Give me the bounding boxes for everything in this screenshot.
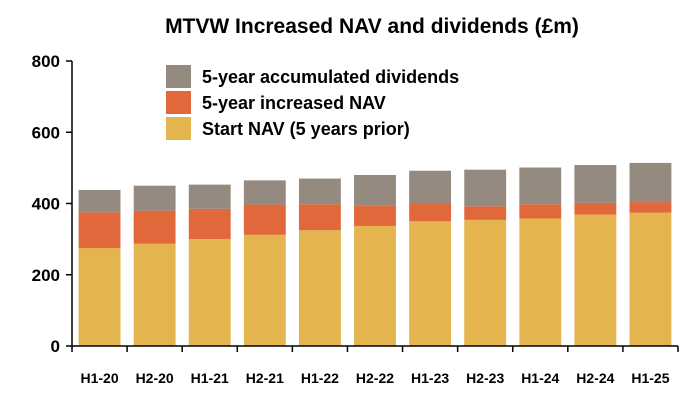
bar-segment-h2-24-series-2 [574,165,617,203]
x-tick-label: H1-24 [521,370,559,386]
bar-segment-h1-25-series-1 [629,202,672,213]
axes-group: 0 200 400 600 800 H1-20 H2-20 H1-21 H2-21 H1-22 H2… [32,52,679,386]
bar-segment-h2-20-series-2 [133,185,176,211]
bar-segment-h1-22-series-1 [298,204,341,231]
bar-segment-h1-22-series-0 [298,230,341,346]
x-tick-label: H1-23 [411,370,449,386]
x-tick-label: H1-21 [191,370,229,386]
bar-segment-h1-20-series-0 [78,248,121,346]
bar-segment-h1-21-series-1 [188,208,231,240]
bar-segment-h2-23-series-2 [464,169,507,207]
bar-segment-h2-20-series-0 [133,243,176,346]
bar-segment-h1-24-series-0 [519,218,562,346]
bar-segment-h1-25-series-2 [629,162,672,203]
bar-segment-h1-21-series-0 [188,239,231,347]
bar-segment-h2-23-series-1 [464,206,507,220]
bar-segment-h2-22-series-2 [354,175,396,206]
bar-segment-h1-23-series-0 [409,221,452,346]
bars-group [78,162,672,347]
bar-segment-h2-23-series-0 [464,219,507,346]
x-tick-label: H2-23 [466,370,504,386]
bar-segment-h1-21-series-2 [188,184,231,209]
bar-segment-h2-22-series-0 [354,225,396,346]
bar-segment-h2-20-series-1 [133,210,176,244]
y-tick-label: 800 [32,52,60,71]
bar-segment-h1-23-series-2 [409,170,452,204]
bar-segment-h1-22-series-2 [298,178,341,205]
bar-segment-h1-25-series-0 [629,212,672,346]
x-tick-label: H1-25 [631,370,669,386]
y-tick-label: 0 [51,337,60,356]
bar-segment-h1-20-series-1 [78,212,121,249]
legend-swatch [166,117,191,140]
x-tick-label: H2-21 [246,370,284,386]
bar-segment-h1-24-series-2 [519,167,562,205]
bar-segment-h1-24-series-1 [519,204,562,219]
x-tick-label: H1-22 [301,370,339,386]
chart-title: MTVW Increased NAV and dividends (£m) [165,15,579,38]
bar-segment-h2-24-series-1 [574,202,617,215]
y-tick-label: 400 [32,195,60,214]
legend-swatch [166,91,191,114]
x-tick-label: H2-24 [576,370,614,386]
y-tick-label: 600 [32,123,60,142]
bar-segment-h1-20-series-2 [78,189,121,213]
legend-label: 5-year increased NAV [202,93,386,113]
bar-segment-h2-21-series-1 [243,204,286,235]
bar-segment-h2-21-series-2 [243,180,286,205]
bar-segment-h1-23-series-1 [409,203,452,222]
x-tick-label: H2-20 [136,370,174,386]
legend: 5-year accumulated dividends 5-year incre… [166,65,459,140]
x-tick-label: H1-20 [80,370,118,386]
y-tick-label: 200 [32,266,60,285]
legend-swatch [166,65,191,88]
bar-segment-h2-22-series-1 [354,205,396,226]
bar-segment-h2-21-series-0 [243,234,286,346]
legend-label: 5-year accumulated dividends [202,67,459,87]
bar-segment-h2-24-series-0 [574,214,617,346]
x-tick-label: H2-22 [356,370,394,386]
legend-label: Start NAV (5 years prior) [202,119,410,139]
